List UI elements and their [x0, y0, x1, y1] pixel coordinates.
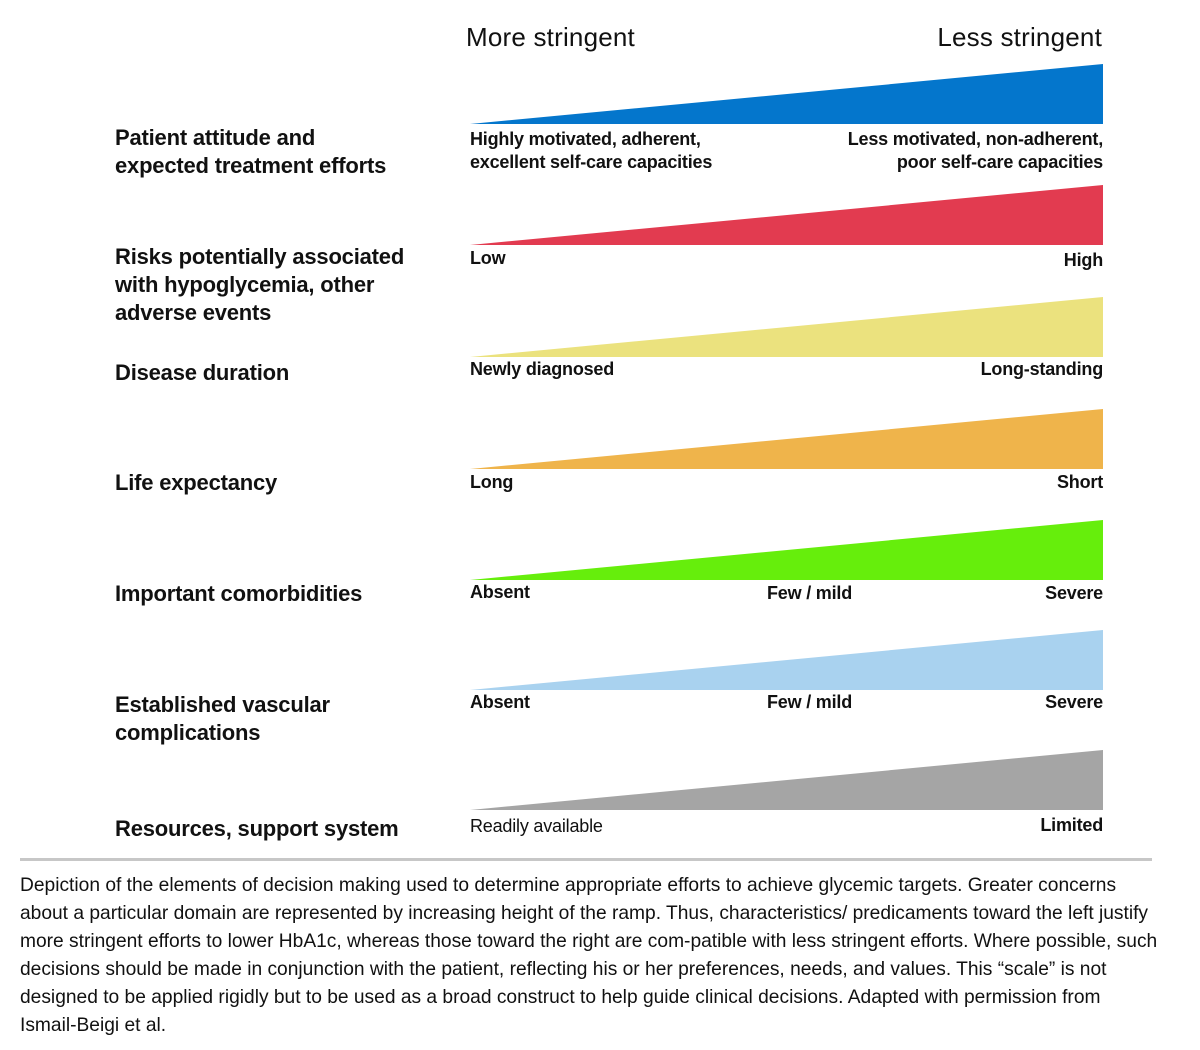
pole-right-patient-attitude: Less motivated, non-adherent, poor self-… [847, 129, 1103, 172]
pole-right-comorbidities: Severe [1045, 583, 1103, 603]
pole-right-resources: Limited [1040, 815, 1103, 835]
pole-left-vascular-complications: Absent [470, 692, 530, 712]
ramp-patient-attitude [470, 64, 1103, 124]
row-label-hypoglycemia-risk: Risks potentially associated with hypogl… [115, 244, 405, 325]
pole-left-life-expectancy: Long [470, 472, 514, 492]
pole-left-resources: Readily available [470, 816, 603, 836]
row-label-patient-attitude: Patient attitude and expected treatment … [115, 125, 387, 178]
ramp-disease-duration [470, 297, 1103, 357]
less-stringent-header: Less stringent [937, 22, 1102, 52]
row-label-life-expectancy: Life expectancy [115, 470, 278, 495]
figure-caption: Depiction of the elements of decision ma… [20, 875, 1158, 1036]
row-label-resources: Resources, support system [115, 816, 399, 841]
ramp-hypoglycemia-risk [470, 185, 1103, 245]
ramp-life-expectancy [470, 409, 1103, 469]
more-stringent-header: More stringent [466, 22, 635, 52]
ramp-vascular-complications [470, 630, 1103, 690]
pole-right-vascular-complications: Severe [1045, 692, 1103, 712]
pole-left-patient-attitude: Highly motivated, adherent, excellent se… [470, 129, 713, 172]
pole-left-hypoglycemia-risk: Low [470, 248, 506, 268]
ramp-resources [470, 750, 1103, 810]
caption-divider [20, 858, 1152, 861]
pole-left-disease-duration: Newly diagnosed [470, 359, 615, 379]
row-label-vascular-complications: Established vascular complications [115, 692, 330, 745]
pole-right-life-expectancy: Short [1057, 472, 1103, 492]
row-label-comorbidities: Important comorbidities [115, 581, 363, 606]
row-label-disease-duration: Disease duration [115, 360, 290, 385]
ramps-layer [470, 64, 1103, 810]
pole-right-hypoglycemia-risk: High [1063, 250, 1103, 270]
pole-mid-comorbidities: Few / mild [767, 583, 853, 603]
pole-left-comorbidities: Absent [470, 582, 530, 602]
ramp-comorbidities [470, 520, 1103, 580]
pole-mid-vascular-complications: Few / mild [767, 692, 853, 712]
pole-right-disease-duration: Long-standing [980, 359, 1104, 379]
